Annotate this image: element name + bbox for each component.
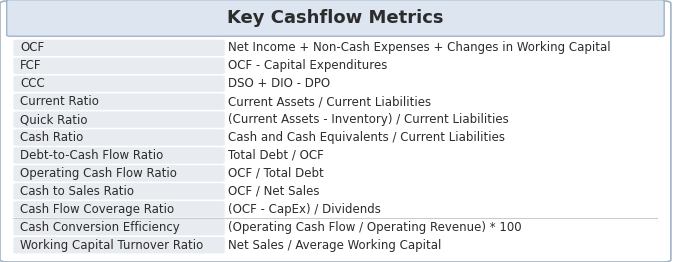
FancyBboxPatch shape: [13, 129, 224, 146]
FancyBboxPatch shape: [13, 94, 224, 110]
FancyBboxPatch shape: [13, 165, 224, 182]
FancyBboxPatch shape: [13, 201, 224, 217]
FancyBboxPatch shape: [0, 1, 671, 262]
Text: Working Capital Turnover Ratio: Working Capital Turnover Ratio: [20, 239, 204, 252]
Text: Current Assets / Current Liabilities: Current Assets / Current Liabilities: [228, 95, 431, 108]
Text: CCC: CCC: [20, 77, 45, 90]
FancyBboxPatch shape: [13, 40, 224, 56]
Text: Net Income + Non-Cash Expenses + Changes in Working Capital: Net Income + Non-Cash Expenses + Changes…: [228, 41, 611, 54]
Text: Cash Ratio: Cash Ratio: [20, 131, 84, 144]
FancyBboxPatch shape: [7, 0, 664, 36]
FancyBboxPatch shape: [13, 183, 224, 200]
Text: Quick Ratio: Quick Ratio: [20, 113, 88, 126]
FancyBboxPatch shape: [13, 75, 224, 92]
Text: OCF / Net Sales: OCF / Net Sales: [228, 185, 320, 198]
Text: OCF / Total Debt: OCF / Total Debt: [228, 167, 324, 180]
Text: FCF: FCF: [20, 59, 42, 72]
Text: (Operating Cash Flow / Operating Revenue) * 100: (Operating Cash Flow / Operating Revenue…: [228, 221, 522, 234]
Text: Key Cashflow Metrics: Key Cashflow Metrics: [227, 9, 444, 27]
Text: Debt-to-Cash Flow Ratio: Debt-to-Cash Flow Ratio: [20, 149, 163, 162]
Text: OCF: OCF: [20, 41, 44, 54]
FancyBboxPatch shape: [13, 58, 224, 74]
FancyBboxPatch shape: [13, 219, 224, 236]
FancyBboxPatch shape: [13, 147, 224, 164]
Text: Cash Flow Coverage Ratio: Cash Flow Coverage Ratio: [20, 203, 174, 216]
Text: Net Sales / Average Working Capital: Net Sales / Average Working Capital: [228, 239, 441, 252]
Text: (Current Assets - Inventory) / Current Liabilities: (Current Assets - Inventory) / Current L…: [228, 113, 509, 126]
Text: DSO + DIO - DPO: DSO + DIO - DPO: [228, 77, 330, 90]
Text: Total Debt / OCF: Total Debt / OCF: [228, 149, 324, 162]
FancyBboxPatch shape: [13, 237, 224, 253]
Text: Cash and Cash Equivalents / Current Liabilities: Cash and Cash Equivalents / Current Liab…: [228, 131, 505, 144]
FancyBboxPatch shape: [13, 111, 224, 128]
Text: (OCF - CapEx) / Dividends: (OCF - CapEx) / Dividends: [228, 203, 381, 216]
Text: Cash Conversion Efficiency: Cash Conversion Efficiency: [20, 221, 180, 234]
Text: OCF - Capital Expenditures: OCF - Capital Expenditures: [228, 59, 388, 72]
Text: Current Ratio: Current Ratio: [20, 95, 99, 108]
Text: Operating Cash Flow Ratio: Operating Cash Flow Ratio: [20, 167, 177, 180]
Text: Cash to Sales Ratio: Cash to Sales Ratio: [20, 185, 134, 198]
